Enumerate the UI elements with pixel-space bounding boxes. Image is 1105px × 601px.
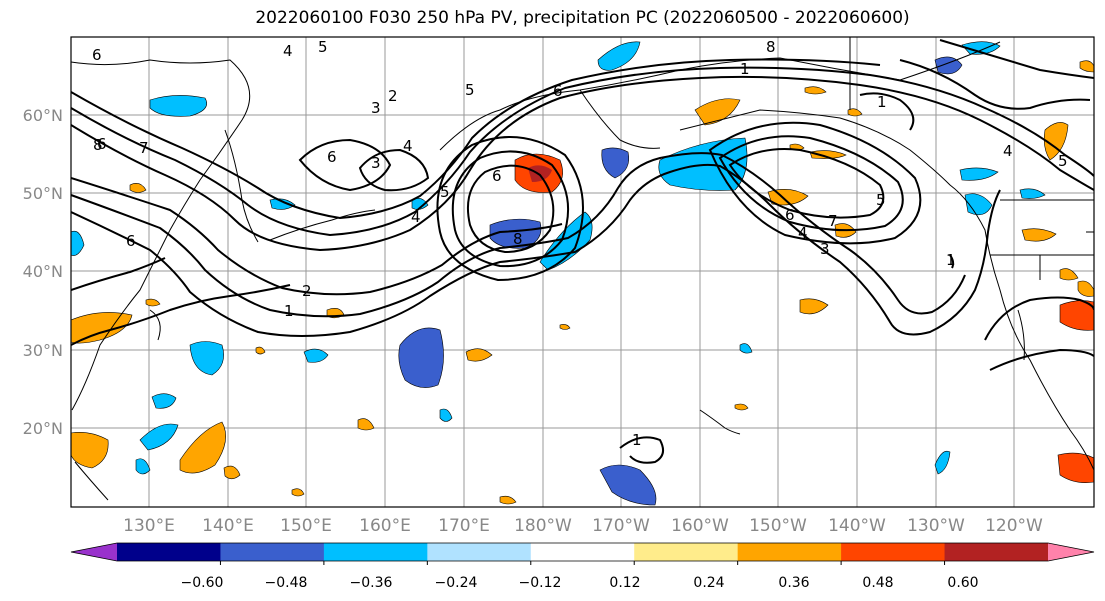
colorbar-extend-high [1048, 543, 1094, 561]
lat-label-20n: 20°N [23, 419, 63, 438]
colorbar-swatch [323, 543, 428, 561]
lon-label: 150°E [280, 516, 332, 536]
map-title: 2022060100 F030 250 hPa PV, precipitatio… [255, 8, 910, 28]
contour-label: 2 [302, 282, 312, 300]
contour-label: 4 [1003, 142, 1013, 160]
colorbar-tick-label: 0.48 [862, 575, 893, 591]
contour-label: 6 [492, 167, 502, 185]
lon-label: 180°W [514, 516, 572, 536]
lat-label-40n: 40°N [23, 262, 63, 281]
colorbar-swatch [944, 543, 1049, 561]
contour-label: 8 [513, 230, 523, 248]
colorbar-tick-label: 0.12 [609, 575, 640, 591]
contour-label: 3 [371, 154, 381, 172]
contour-label: 7 [139, 139, 149, 157]
colorbar: −0.60 −0.48 −0.36 −0.24 −0.12 0.12 0.24 … [70, 542, 1095, 591]
colorbar-swatch [427, 543, 532, 561]
contour-label: 7 [828, 212, 838, 230]
colorbar-swatch [841, 543, 946, 561]
colorbar-tick-label: −0.36 [350, 575, 393, 591]
lon-label: 130°E [123, 516, 175, 536]
map-panel: 6 5 4 8 1 7 6 2 3 5 6 4 3 6 2 1 8 6 5 4 … [70, 36, 1095, 508]
precip-positive-areas [71, 60, 1094, 505]
lon-label: 170°W [592, 516, 650, 536]
colorbar-swatch [220, 543, 325, 561]
colorbar-ticks [219, 561, 946, 565]
contour-label: 4 [411, 208, 421, 226]
pv-contour-labels: 6 5 4 8 1 7 6 2 3 5 6 4 3 6 2 1 8 6 5 4 … [92, 38, 1068, 449]
contour-label: 1 [284, 302, 294, 320]
contour-label: 1 [740, 60, 750, 78]
contour-label: 6 [553, 82, 563, 100]
contour-label: 5 [1058, 152, 1068, 170]
contour-label: 1 [877, 93, 887, 111]
colorbar-swatch [530, 543, 635, 561]
latitude-labels: 60°N 50°N 40°N 30°N 20°N [23, 106, 63, 438]
contour-label: 8 [766, 38, 776, 56]
lon-label: 160°W [671, 516, 729, 536]
colorbar-tick-labels: −0.60 −0.48 −0.36 −0.24 −0.12 0.12 0.24 … [181, 575, 979, 591]
colorbar-outline [70, 542, 1095, 562]
lon-label: 170°E [438, 516, 490, 536]
contour-label: 5 [440, 183, 450, 201]
lon-label: 150°W [749, 516, 807, 536]
contour-label: 5 [465, 81, 475, 99]
contour-label: 6 [785, 206, 795, 224]
colorbar-swatch [737, 543, 842, 561]
lon-label: 120°W [985, 516, 1043, 536]
lat-label-50n: 50°N [23, 184, 63, 203]
contour-label: 3 [820, 240, 830, 258]
contour-label: 5 [876, 191, 886, 209]
colorbar-tick-label: −0.12 [519, 575, 562, 591]
lon-label: 160°E [359, 516, 411, 536]
colorbar-tick-label: −0.24 [435, 575, 478, 591]
colorbar-tick-label: 0.24 [693, 575, 724, 591]
colorbar-swatches [70, 542, 1095, 562]
lat-label-30n: 30°N [23, 341, 63, 360]
contour-label: 4 [798, 224, 808, 242]
contour-label: 1 [632, 431, 642, 449]
colorbar-tick-label: −0.48 [265, 575, 308, 591]
contour-label: 6 [92, 46, 102, 64]
longitude-labels: 130°E 140°E 150°E 160°E 170°E 180°W 170°… [123, 516, 1043, 536]
colorbar-swatch [117, 543, 221, 561]
lon-label: 130°W [907, 516, 965, 536]
contour-label: 1 [946, 251, 956, 269]
contour-label: 6 [97, 135, 107, 153]
contour-label: 4 [403, 137, 413, 155]
contour-label: 6 [126, 232, 136, 250]
colorbar-swatch [634, 543, 739, 561]
lat-label-60n: 60°N [23, 106, 63, 125]
colorbar-extend-low [71, 543, 117, 561]
precip-negative-areas [71, 41, 1046, 506]
map-frame [70, 36, 1095, 508]
lon-label: 140°E [202, 516, 254, 536]
pv-contours [71, 39, 1094, 464]
colorbar-tick-label: −0.60 [181, 575, 224, 591]
colorbar-tick-label: 0.36 [778, 575, 809, 591]
contour-label: 5 [318, 38, 328, 56]
precip-shading [71, 41, 1094, 506]
contour-label: 8 [93, 136, 103, 154]
contour-label: 2 [388, 87, 398, 105]
contour-label: 4 [283, 42, 293, 60]
colorbar-tick-label: 0.60 [947, 575, 978, 591]
contour-label: 6 [327, 148, 337, 166]
contour-label: 3 [371, 99, 381, 117]
lon-label: 140°W [828, 516, 886, 536]
